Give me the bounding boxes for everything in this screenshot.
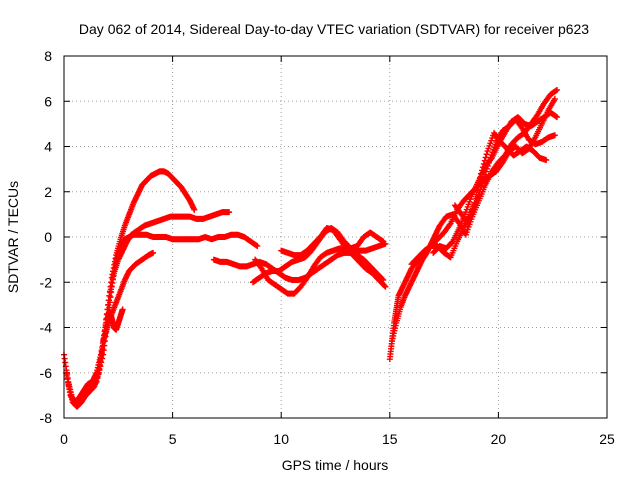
data-point [468,208,475,215]
data-point [382,283,389,290]
data-point [95,371,102,378]
data-point [106,299,113,306]
data-point [480,160,487,167]
data-point [446,221,453,228]
series-track-4 [67,231,261,408]
series-track-3 [65,168,198,410]
series-track-9 [278,224,389,290]
x-axis-label: GPS time / hours [282,457,389,473]
y-tick-label: -8 [40,410,53,426]
data-point [543,157,550,164]
data-point [466,214,473,221]
chart-title: Day 062 of 2014, Sidereal Day-to-day VTE… [79,21,589,37]
y-tick-label: -2 [40,274,53,290]
data-point [380,238,387,245]
data-point [469,205,476,212]
data-point [92,380,99,387]
data-point [472,195,479,202]
data-point [381,282,388,289]
y-tick-label: 0 [44,229,52,245]
data-point [465,217,472,224]
x-tick-label: 10 [273,431,289,447]
data-point [474,187,481,194]
series-track-10 [386,95,558,363]
data-point [478,167,485,174]
data-point [97,363,104,370]
plot-frame [63,55,608,419]
axis-ticks: 0 5 10 15 20 25 -8 -6 -4 -2 0 2 4 6 8 [40,48,615,447]
data-point [478,170,485,177]
data-point [96,367,103,374]
data-point [483,151,490,158]
y-tick-label: -6 [40,365,53,381]
data-point [464,220,471,227]
data-point [481,157,488,164]
data-point [467,211,474,218]
data-point [254,243,261,250]
data-point [94,374,101,381]
data-point [473,191,480,198]
y-axis-label: SDTVAR / TECUs [5,181,21,293]
x-tick-label: 20 [491,431,507,447]
data-point [477,174,484,181]
data-point [119,306,126,313]
data-point [191,206,198,213]
data-point [479,180,486,187]
data-point [108,288,115,295]
data-point [226,209,233,216]
data-point [470,202,477,209]
data-layer [61,86,561,410]
data-point [551,132,558,139]
data-point [482,154,489,161]
y-tick-label: -4 [40,320,53,336]
data-point [476,179,483,186]
data-point [150,249,157,256]
x-tick-label: 0 [60,431,68,447]
data-point [479,164,486,171]
data-point [487,156,494,163]
x-tick-label: 25 [599,431,615,447]
data-point [93,378,100,385]
x-tick-label: 5 [169,431,177,447]
y-tick-label: 2 [44,184,52,200]
data-point [99,355,106,362]
series-track-14 [451,129,550,227]
data-point [107,294,114,301]
data-point [475,183,482,190]
series-track-8 [249,224,387,286]
y-tick-label: 8 [44,48,52,64]
x-tick-label: 15 [382,431,398,447]
series-track-13 [430,109,561,256]
data-point [554,114,561,121]
y-tick-label: 6 [44,93,52,109]
series-track-5 [100,249,157,345]
data-point [551,95,558,102]
data-point [98,359,105,366]
data-point [554,86,561,93]
data-point [471,200,478,207]
y-tick-label: 4 [44,139,52,155]
